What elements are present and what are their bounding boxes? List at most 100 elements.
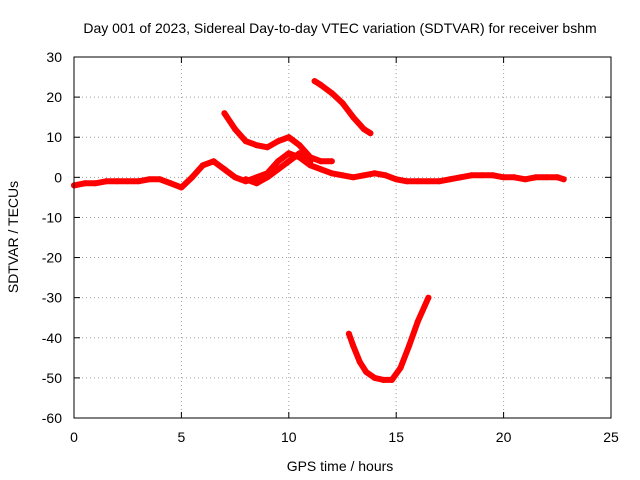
x-tick-label: 20 <box>496 429 512 445</box>
data-point <box>253 180 260 187</box>
data-point <box>328 90 335 97</box>
data-point <box>114 178 120 185</box>
data-point <box>318 166 324 173</box>
series-line-arc-d <box>345 294 432 383</box>
data-point <box>264 174 271 181</box>
y-tick-label: -20 <box>42 250 62 266</box>
data-point <box>457 174 464 181</box>
data-point <box>468 172 475 179</box>
data-point <box>221 166 228 173</box>
data-point <box>178 184 185 191</box>
data-point <box>543 174 550 181</box>
data-point <box>156 176 163 183</box>
data-point <box>371 170 378 177</box>
data-point <box>189 174 196 181</box>
data-point <box>350 114 357 121</box>
data-point <box>275 138 282 145</box>
data-point <box>311 78 318 85</box>
data-point <box>103 178 110 185</box>
series-line-arc-c <box>311 78 374 137</box>
data-point <box>318 158 324 165</box>
chart-title: Day 001 of 2023, Sidereal Day-to-day VTE… <box>83 20 596 36</box>
data-point <box>425 294 432 301</box>
data-point <box>328 170 335 177</box>
data-point <box>135 178 142 185</box>
data-point <box>382 172 389 179</box>
data-point <box>296 150 303 157</box>
data-point <box>328 158 335 165</box>
data-point <box>446 176 453 183</box>
data-point <box>350 342 357 349</box>
y-tick-label: -40 <box>42 330 62 346</box>
data-point <box>371 374 378 381</box>
data-point <box>167 180 174 187</box>
y-tick-label: 0 <box>54 169 62 185</box>
y-axis-label: SDTVAR / TECUs <box>5 181 21 293</box>
data-point <box>124 178 131 185</box>
y-tick-label: -30 <box>42 290 62 306</box>
data-point <box>489 172 496 179</box>
data-point <box>253 142 260 149</box>
data-point <box>307 158 314 165</box>
data-point <box>221 110 228 117</box>
data-point <box>363 368 370 375</box>
data-point <box>522 176 529 183</box>
x-tick-label: 15 <box>388 429 404 445</box>
x-tick-label: 10 <box>281 429 297 445</box>
data-point <box>339 100 346 107</box>
y-tick-label: -60 <box>42 410 62 426</box>
data-point <box>361 172 367 179</box>
data-point <box>318 82 324 89</box>
data-point <box>532 174 539 181</box>
data-point <box>403 178 410 185</box>
grid-layer <box>74 57 611 418</box>
data-point <box>232 126 239 133</box>
data-point <box>414 318 421 325</box>
data-point <box>406 342 413 349</box>
data-point <box>275 158 282 165</box>
data-point <box>232 174 239 181</box>
data-point <box>436 178 443 185</box>
data-point <box>345 330 352 337</box>
x-tick-label: 25 <box>603 429 619 445</box>
data-point <box>264 144 271 151</box>
data-point <box>253 174 260 181</box>
data-point <box>367 130 374 137</box>
data-point <box>199 162 206 169</box>
x-axis-label: GPS time / hours <box>287 458 394 474</box>
data-point <box>210 158 217 165</box>
data-point <box>81 180 88 187</box>
data-point <box>511 174 518 181</box>
y-tick-label: 20 <box>46 89 62 105</box>
data-point <box>361 126 367 133</box>
y-tick-label: -50 <box>42 370 62 386</box>
data-point <box>242 138 249 145</box>
data-point <box>388 376 395 383</box>
data-point <box>92 180 99 187</box>
data-point <box>554 174 561 181</box>
plot-frame <box>73 56 612 419</box>
data-point <box>146 176 153 183</box>
data-point <box>414 178 421 185</box>
x-tick-label: 0 <box>70 429 78 445</box>
tick-layer: 0 5 10 15 20 25 -60 -50 -40 -30 -20 -10 0 10 20 30 <box>42 49 619 445</box>
data-point <box>285 150 292 157</box>
data-point <box>296 142 303 149</box>
data-point <box>393 176 400 183</box>
y-tick-label: -10 <box>42 209 62 225</box>
series-layer <box>71 78 567 383</box>
data-point <box>425 178 432 185</box>
y-tick-label: 30 <box>46 49 62 65</box>
data-point <box>397 364 404 371</box>
data-point <box>285 134 292 141</box>
data-point <box>242 176 249 183</box>
data-point <box>479 172 486 179</box>
data-point <box>285 158 292 165</box>
data-point <box>339 172 346 179</box>
data-point <box>500 174 507 181</box>
data-point <box>356 358 363 365</box>
y-tick-label: 10 <box>46 129 62 145</box>
data-point <box>380 376 387 383</box>
